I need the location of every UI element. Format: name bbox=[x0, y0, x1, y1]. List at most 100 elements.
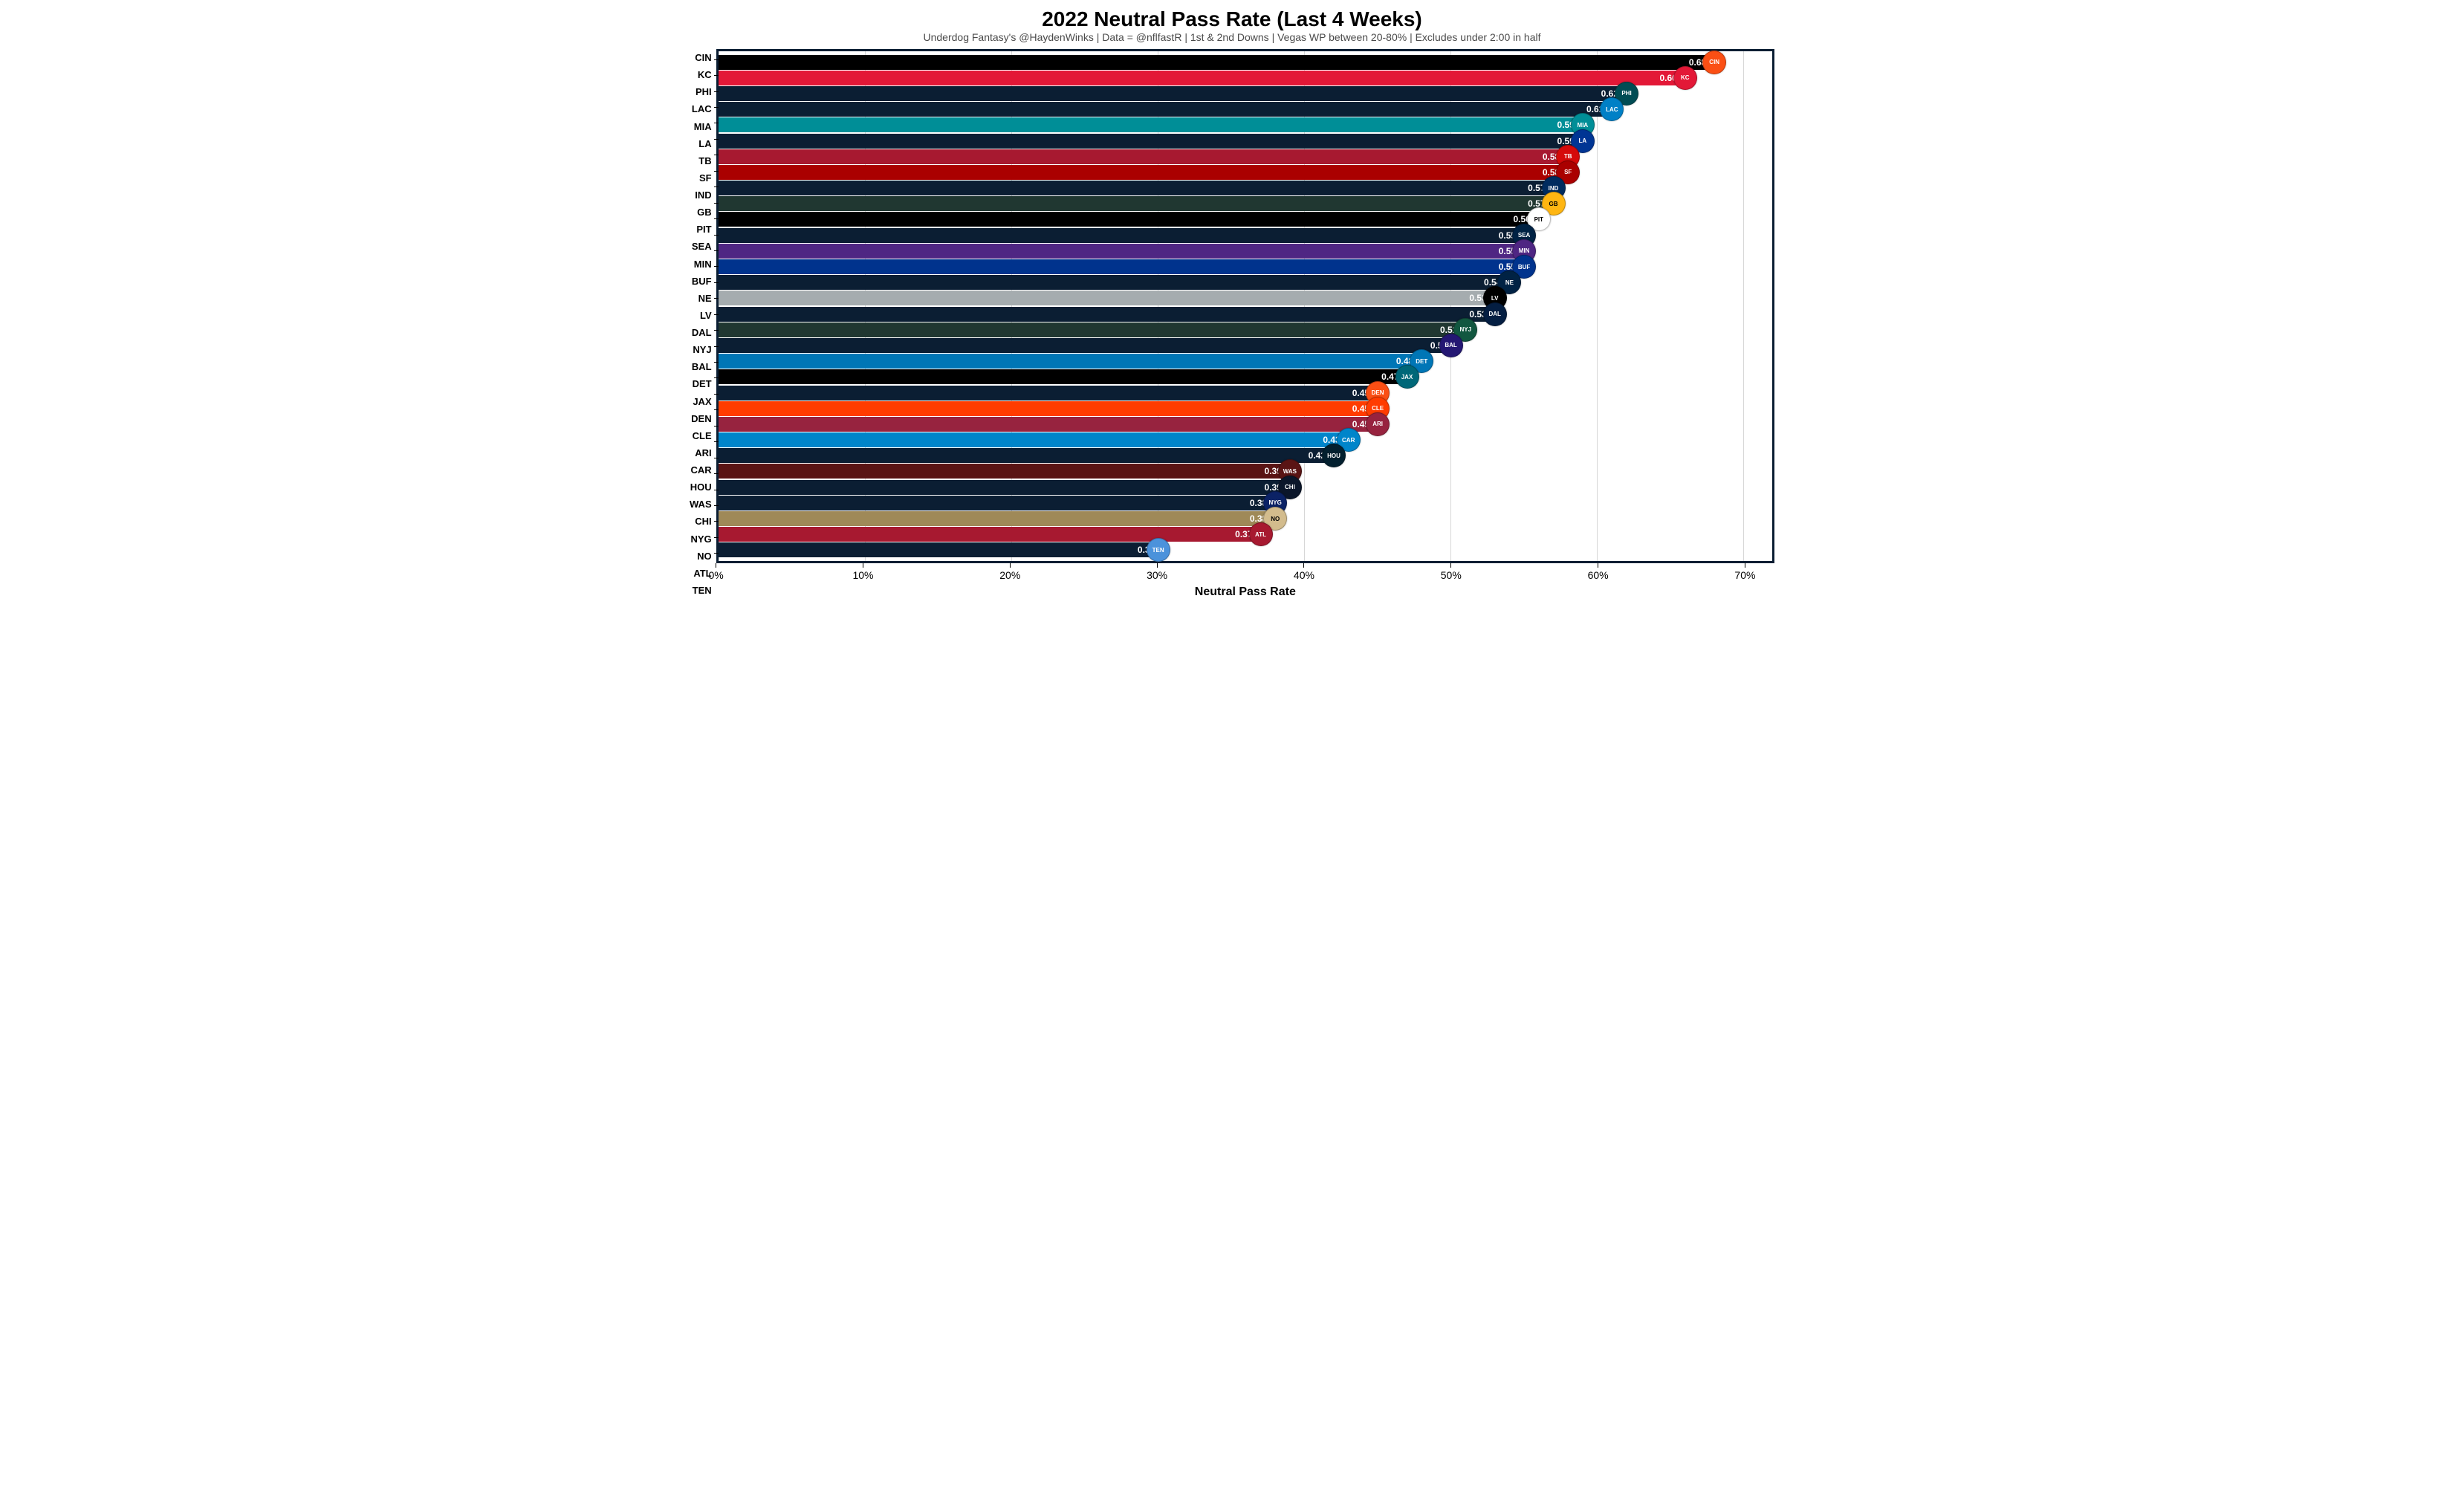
x-tick-label: 60% bbox=[1588, 569, 1609, 581]
y-axis-label: PHI bbox=[690, 87, 712, 97]
bar: 0.55 bbox=[719, 244, 1523, 259]
plot-outer: CINKCPHILACMIALATBSFINDGBPITSEAMINBUFNEL… bbox=[690, 49, 1774, 599]
bar-row: 0.66KC bbox=[719, 71, 1772, 85]
bar: 0.58 bbox=[719, 165, 1568, 180]
bar-row: 0.59LA bbox=[719, 134, 1772, 149]
y-axis-label: SF bbox=[690, 173, 712, 183]
bar: 0.5 bbox=[719, 338, 1450, 353]
bar: 0.53 bbox=[719, 307, 1494, 322]
bar: 0.55 bbox=[719, 228, 1523, 243]
x-tick: 0% bbox=[709, 563, 724, 581]
bar-row: 0.56PIT bbox=[719, 212, 1772, 227]
bar-row: 0.43CAR bbox=[719, 432, 1772, 447]
plot-area-wrap: 0.68CIN0.66KC0.62PHI0.61LAC0.59MIA0.59LA… bbox=[716, 49, 1774, 599]
bar-row: 0.45CLE bbox=[719, 401, 1772, 416]
y-axis-label: PIT bbox=[690, 224, 712, 234]
plot-area: 0.68CIN0.66KC0.62PHI0.61LAC0.59MIA0.59LA… bbox=[716, 49, 1774, 563]
chart-container: 2022 Neutral Pass Rate (Last 4 Weeks) Un… bbox=[682, 0, 1782, 606]
bar-row: 0.57IND bbox=[719, 181, 1772, 195]
bar-row: 0.39WAS bbox=[719, 464, 1772, 479]
y-axis-label: IND bbox=[690, 190, 712, 200]
y-axis-label: JAX bbox=[690, 397, 712, 406]
bar-row: 0.48DET bbox=[719, 354, 1772, 369]
y-axis-label: GB bbox=[690, 207, 712, 217]
x-tick-label: 50% bbox=[1441, 569, 1462, 581]
bar: 0.57 bbox=[719, 196, 1553, 211]
x-tick: 10% bbox=[852, 563, 873, 581]
y-axis-label: CLE bbox=[690, 431, 712, 441]
y-axis-label: WAS bbox=[690, 499, 712, 509]
bar: 0.42 bbox=[719, 448, 1333, 463]
y-axis-label: CAR bbox=[690, 465, 712, 475]
bar: 0.51 bbox=[719, 322, 1465, 337]
x-tick-label: 70% bbox=[1734, 569, 1755, 581]
bar-row: 0.45ARI bbox=[719, 417, 1772, 432]
y-axis-label: NO bbox=[690, 551, 712, 561]
x-tick: 70% bbox=[1734, 563, 1755, 581]
x-tick-label: 40% bbox=[1294, 569, 1314, 581]
y-axis-label: DET bbox=[690, 379, 712, 389]
bar: 0.62 bbox=[719, 86, 1626, 101]
x-tick: 60% bbox=[1588, 563, 1609, 581]
bar: 0.47 bbox=[719, 369, 1407, 384]
bar-row: 0.42HOU bbox=[719, 448, 1772, 463]
y-axis-label: LAC bbox=[690, 104, 712, 114]
y-axis-label: MIN bbox=[690, 259, 712, 269]
bar-row: 0.37ATL bbox=[719, 527, 1772, 542]
bar: 0.39 bbox=[719, 464, 1289, 479]
chart-subtitle: Underdog Fantasy's @HaydenWinks | Data =… bbox=[690, 31, 1774, 43]
x-axis-title: Neutral Pass Rate bbox=[716, 586, 1774, 599]
y-axis-label: LV bbox=[690, 311, 712, 320]
bar-row: 0.55BUF bbox=[719, 259, 1772, 274]
bar: 0.68 bbox=[719, 55, 1714, 70]
bar: 0.43 bbox=[719, 432, 1348, 447]
bar: 0.39 bbox=[719, 480, 1289, 495]
x-tick: 40% bbox=[1294, 563, 1314, 581]
bar-row: 0.3TEN bbox=[719, 542, 1772, 557]
x-tick-label: 30% bbox=[1147, 569, 1167, 581]
bar: 0.58 bbox=[719, 149, 1568, 164]
y-axis-label: NYG bbox=[690, 534, 712, 544]
bar-row: 0.39CHI bbox=[719, 480, 1772, 495]
y-axis-label: SEA bbox=[690, 241, 712, 251]
bar-row: 0.57GB bbox=[719, 196, 1772, 211]
bar-row: 0.58TB bbox=[719, 149, 1772, 164]
y-axis-label: BAL bbox=[690, 362, 712, 372]
x-tick: 50% bbox=[1441, 563, 1462, 581]
y-axis-label: ARI bbox=[690, 448, 712, 458]
bar: 0.45 bbox=[719, 386, 1377, 400]
bar-row: 0.38NYG bbox=[719, 496, 1772, 510]
y-axis-label: KC bbox=[690, 70, 712, 80]
bar: 0.54 bbox=[719, 275, 1509, 290]
y-axis-label: DEN bbox=[690, 414, 712, 424]
y-axis-label: CHI bbox=[690, 516, 712, 526]
bar-row: 0.53DAL bbox=[719, 307, 1772, 322]
y-axis-label: MIA bbox=[690, 122, 712, 132]
bar: 0.55 bbox=[719, 259, 1523, 274]
x-axis: 0%10%20%30%40%50%60%70% bbox=[716, 563, 1774, 584]
bar-row: 0.51NYJ bbox=[719, 322, 1772, 337]
x-tick-label: 10% bbox=[852, 569, 873, 581]
bar-row: 0.38NO bbox=[719, 511, 1772, 526]
bar: 0.48 bbox=[719, 354, 1421, 369]
bar: 0.66 bbox=[719, 71, 1685, 85]
y-axis: CINKCPHILACMIALATBSFINDGBPITSEAMINBUFNEL… bbox=[690, 49, 716, 599]
x-tick: 30% bbox=[1147, 563, 1167, 581]
bar: 0.59 bbox=[719, 134, 1582, 149]
y-axis-label: TEN bbox=[690, 586, 712, 595]
bar: 0.61 bbox=[719, 102, 1612, 117]
bar: 0.45 bbox=[719, 417, 1377, 432]
bar: 0.37 bbox=[719, 527, 1260, 542]
bar: 0.38 bbox=[719, 496, 1275, 510]
y-axis-label: DAL bbox=[690, 328, 712, 337]
bar-row: 0.47JAX bbox=[719, 369, 1772, 384]
bar: 0.45 bbox=[719, 401, 1377, 416]
bar: 0.56 bbox=[719, 212, 1538, 227]
bar-row: 0.55MIN bbox=[719, 244, 1772, 259]
x-tick-label: 0% bbox=[709, 569, 724, 581]
y-axis-label: NE bbox=[690, 294, 712, 303]
team-logo-icon: TEN bbox=[1147, 538, 1170, 562]
chart-title: 2022 Neutral Pass Rate (Last 4 Weeks) bbox=[690, 7, 1774, 31]
bar-row: 0.68CIN bbox=[719, 55, 1772, 70]
bars-layer: 0.68CIN0.66KC0.62PHI0.61LAC0.59MIA0.59LA… bbox=[719, 51, 1772, 561]
